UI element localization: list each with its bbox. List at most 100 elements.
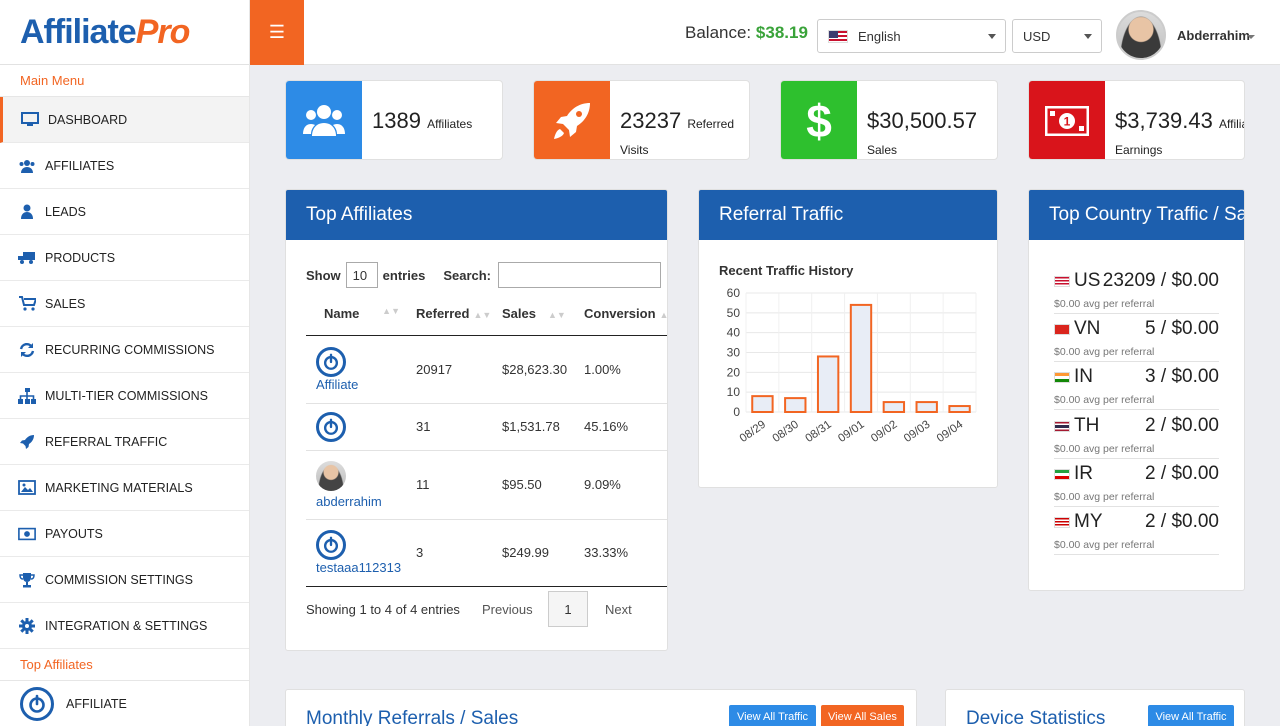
bar-08/31 bbox=[816, 355, 840, 413]
affiliates-label: Affiliates bbox=[427, 117, 473, 131]
sidebar-item-recurring-commissions[interactable]: RECURRING COMMISSIONS bbox=[0, 327, 249, 373]
affiliates-count: 1389 bbox=[372, 108, 421, 133]
user-menu-caret-icon[interactable] bbox=[1247, 35, 1255, 39]
y-tick-label: 40 bbox=[727, 326, 741, 340]
avatar[interactable] bbox=[316, 460, 346, 491]
sidebar-item-dashboard[interactable]: DASHBOARD bbox=[0, 97, 249, 143]
earnings-label-b: Earnings bbox=[1115, 143, 1163, 157]
users-icon bbox=[286, 81, 362, 159]
col-sales[interactable]: Sales ▲▼ bbox=[492, 293, 574, 336]
table-info: Showing 1 to 4 of 4 entries bbox=[306, 602, 460, 617]
country-avg: $0.00 avg per referral bbox=[1054, 539, 1155, 551]
logo-text-pro: Pro bbox=[135, 13, 191, 51]
affiliate-name-link[interactable]: testaaa112313 bbox=[316, 560, 402, 575]
referral-traffic-panel: Referral Traffic Recent Traffic History … bbox=[698, 189, 998, 488]
x-tick-label: 08/29 bbox=[738, 419, 768, 445]
user-name[interactable]: Abderrahim bbox=[1177, 28, 1250, 43]
sidebar-item-sales[interactable]: SALES bbox=[0, 281, 249, 327]
conversion-cell: 45.16% bbox=[574, 403, 667, 451]
country-code: US bbox=[1074, 270, 1101, 291]
dollar-icon: $ bbox=[781, 81, 857, 159]
country-value: 23209 / $0.00 bbox=[1102, 270, 1219, 291]
logo[interactable]: AffiliatePro bbox=[0, 0, 250, 65]
sidebar-top-affiliate[interactable]: AFFILIATE bbox=[0, 681, 249, 726]
vn-flag-icon bbox=[1054, 324, 1070, 336]
chart-title: Recent Traffic History bbox=[719, 263, 854, 278]
affiliate-logo-icon[interactable] bbox=[316, 530, 346, 560]
country-avg: $0.00 avg per referral bbox=[1054, 490, 1155, 503]
col-conversion[interactable]: Conversion▲▼ bbox=[574, 293, 667, 336]
sidebar-item-leads[interactable]: LEADS bbox=[0, 189, 249, 235]
sidebar-item-affiliates[interactable]: AFFILIATES bbox=[0, 143, 249, 189]
sidebar-item-multi-tier-commissions[interactable]: MULTI-TIER COMMISSIONS bbox=[0, 373, 249, 419]
bar-08/29 bbox=[751, 395, 774, 413]
user-icon bbox=[18, 204, 36, 220]
sidebar-top-affiliate-label: AFFILIATE bbox=[66, 697, 127, 711]
sales-cell: $1,531.78 bbox=[492, 403, 574, 451]
previous-button[interactable]: Previous bbox=[482, 602, 533, 617]
view-all-traffic-button[interactable]: View All Traffic bbox=[729, 705, 816, 726]
next-button[interactable]: Next bbox=[605, 602, 632, 617]
sidebar-item-label: PRODUCTS bbox=[45, 250, 116, 265]
affiliate-name-link[interactable]: Affiliate bbox=[316, 376, 359, 392]
stat-referred-visits[interactable]: 23237 Referred Visits bbox=[533, 80, 750, 160]
country-value: 2 / $0.00 bbox=[1145, 414, 1219, 436]
logo-text-affiliate: Affiliate bbox=[20, 13, 137, 51]
th-flag-icon bbox=[1054, 420, 1070, 432]
affiliate-name-link[interactable]: abderrahim bbox=[316, 493, 382, 509]
y-tick-label: 60 bbox=[727, 286, 741, 300]
user-avatar[interactable] bbox=[1116, 10, 1166, 60]
col-referred[interactable]: Referred ▲▼ bbox=[406, 293, 492, 336]
affiliate-logo-icon[interactable] bbox=[316, 411, 346, 442]
monitor-icon bbox=[21, 112, 39, 128]
sidebar-item-label: REFERRAL TRAFFIC bbox=[45, 434, 168, 449]
affiliate-logo-icon[interactable] bbox=[316, 346, 346, 377]
stat-affiliates[interactable]: 1389 Affiliates bbox=[285, 80, 503, 160]
search-input[interactable] bbox=[498, 262, 662, 288]
col-name[interactable]: Name ▲▼ bbox=[306, 293, 406, 336]
x-tick-label: 09/01 bbox=[836, 419, 866, 445]
menu-toggle-button[interactable]: ☰ bbox=[250, 0, 304, 65]
sidebar-item-referral-traffic[interactable]: REFERRAL TRAFFIC bbox=[0, 419, 249, 465]
chevron-down-icon bbox=[1084, 34, 1092, 39]
page-1-button[interactable]: 1 bbox=[548, 591, 588, 627]
view-all-sales-button[interactable]: View All Sales bbox=[821, 705, 904, 726]
conversion-cell: 9.09% bbox=[574, 450, 667, 520]
table-row: 31 $1,531.78 45.16% bbox=[306, 403, 667, 451]
bar-09/04 bbox=[948, 405, 971, 414]
country-avg: $0.00 avg per referral bbox=[1054, 442, 1155, 455]
sales-cell: $249.99 bbox=[492, 519, 574, 587]
visits-count: 23237 bbox=[620, 108, 682, 133]
visits-label-b: Visits bbox=[620, 143, 649, 157]
country-row: MY 2 / $0.00 $0.00 avg per referral bbox=[1054, 507, 1219, 555]
top-affiliates-table: Name▲▼ Referred▲▼ Sales▲▼ Conversion▲▼ A… bbox=[306, 293, 667, 587]
chevron-down-icon bbox=[988, 34, 996, 39]
sidebar-item-products[interactable]: PRODUCTS bbox=[0, 235, 249, 281]
country-value: 5 / $0.00 bbox=[1145, 318, 1219, 340]
show-label: Show bbox=[306, 267, 341, 283]
currency-select[interactable]: USD bbox=[1012, 19, 1102, 53]
device-statistics-panel: Device Statistics View All Traffic bbox=[945, 689, 1245, 726]
hamburger-icon: ☰ bbox=[268, 22, 286, 42]
rocket-icon bbox=[534, 81, 610, 159]
entries-length-select[interactable]: 10 bbox=[345, 262, 378, 288]
stat-affiliate-earnings[interactable]: 1 $3,739.43 Affiliate Earnings bbox=[1028, 80, 1245, 160]
sidebar-item-integration-settings[interactable]: INTEGRATION & SETTINGS bbox=[0, 603, 249, 649]
sidebar-item-label: MARKETING MATERIALS bbox=[45, 480, 193, 495]
trophy-icon bbox=[18, 572, 36, 588]
language-select[interactable]: English bbox=[817, 19, 1006, 53]
country-traffic-title: Top Country Traffic / Sales bbox=[1029, 190, 1244, 240]
sidebar-item-payouts[interactable]: PAYOUTS bbox=[0, 511, 249, 557]
country-avg: $0.00 avg per referral bbox=[1054, 394, 1155, 407]
image-icon bbox=[18, 480, 36, 496]
stat-sales[interactable]: $ $30,500.57 Sales bbox=[780, 80, 998, 160]
country-value: 3 / $0.00 bbox=[1145, 366, 1219, 388]
monthly-referrals-panel: Monthly Referrals / Sales View All Traff… bbox=[285, 689, 917, 726]
sidebar-item-commission-settings[interactable]: COMMISSION SETTINGS bbox=[0, 557, 249, 603]
sidebar: Main Menu DASHBOARD AFFILIATES LEADS PRODUC… bbox=[0, 65, 250, 726]
y-tick-label: 50 bbox=[727, 306, 741, 320]
sidebar-item-marketing-materials[interactable]: MARKETING MATERIALS bbox=[0, 465, 249, 511]
device-view-all-traffic-button[interactable]: View All Traffic bbox=[1148, 705, 1234, 726]
country-row: VN 5 / $0.00 $0.00 avg per referral bbox=[1054, 314, 1219, 363]
